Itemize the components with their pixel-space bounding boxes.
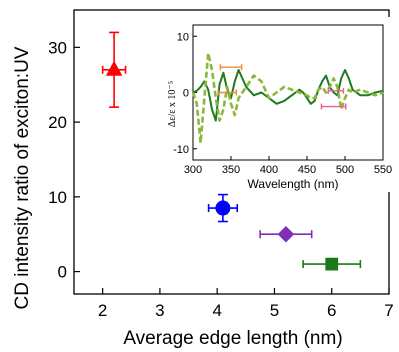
data-point-circle xyxy=(215,200,231,216)
inset-x-tick-label: 500 xyxy=(336,164,354,176)
x-tick-label: 7 xyxy=(384,301,393,320)
data-point-triangle xyxy=(105,60,123,76)
data-point-square xyxy=(325,257,339,271)
inset-x-axis-title: Wavelength (nm) xyxy=(248,177,339,191)
inset-series-line-1 xyxy=(192,69,384,122)
inset-x-tick-label: 350 xyxy=(222,164,240,176)
inset-x-tick-label: 550 xyxy=(374,164,392,176)
inset-y-tick-label: 10 xyxy=(177,31,189,43)
y-tick-label: 0 xyxy=(58,263,67,282)
inset-y-axis-title: Δε/ε x 10⁻⁵ xyxy=(167,81,178,127)
inset-x-tick-label: 300 xyxy=(184,164,202,176)
inset-y-tick-label: 0 xyxy=(183,88,189,100)
y-tick-label: 10 xyxy=(48,188,67,207)
y-tick-label: 20 xyxy=(48,113,67,132)
main-marks xyxy=(101,31,362,271)
x-tick-label: 5 xyxy=(270,301,279,320)
data-point-diamond xyxy=(277,225,295,243)
main-axes: 2 3 4 5 6 7 0 10 20 30 xyxy=(48,9,394,320)
inset-marks xyxy=(191,51,384,145)
inset-x-tick-label: 400 xyxy=(260,164,278,176)
inset-x-tick-label: 450 xyxy=(298,164,316,176)
inset-series-line-2 xyxy=(191,51,384,145)
x-tick-label: 4 xyxy=(212,301,221,320)
y-tick-label: 30 xyxy=(48,38,67,57)
inset-chart: 300 350 400 450 500 550 -10 0 10 xyxy=(165,17,392,192)
x-tick-label: 6 xyxy=(327,301,336,320)
y-axis-title: CD intensity ratio of exciton:UV xyxy=(12,46,33,309)
x-tick-label: 3 xyxy=(155,301,164,320)
x-axis-title: Average edge length (nm) xyxy=(123,328,342,349)
x-tick-label: 2 xyxy=(98,301,107,320)
inset-y-tick-label: -10 xyxy=(173,144,189,156)
